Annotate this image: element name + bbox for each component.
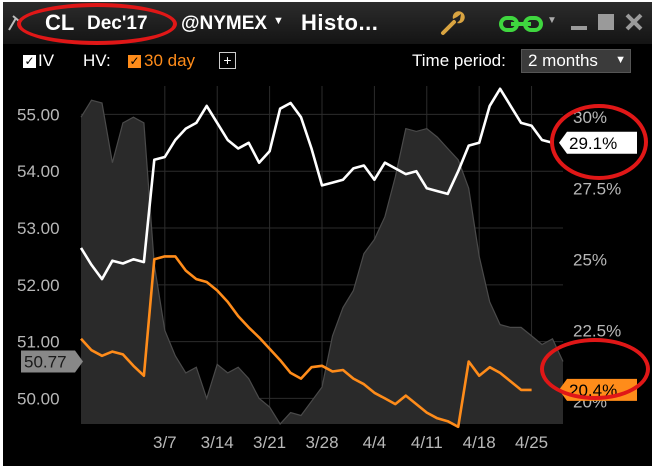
wrench-icon[interactable] [439, 10, 465, 36]
title-bar: CL Dec'17 @NYMEX ▼ Histo... ▼ [3, 2, 652, 44]
hv-label: HV: [83, 51, 111, 70]
iv-checkbox[interactable]: ✓ [23, 54, 36, 68]
pin-icon[interactable] [7, 12, 21, 32]
price-line [80, 99, 564, 425]
close-icon[interactable] [624, 12, 644, 32]
window-title: Histo... [301, 10, 379, 35]
price-last-label-text: 50.77 [24, 353, 67, 372]
right-tick-label: 30% [573, 108, 607, 127]
right-tick-label: 22.5% [573, 321, 621, 340]
price-last-label: 50.77 [21, 350, 83, 373]
iv-last-label-text: 29.1% [569, 134, 617, 153]
hv-last-label-text: 20.4% [569, 381, 617, 400]
hv-line [80, 255, 532, 429]
exchange-dropdown-icon[interactable]: ▼ [273, 15, 284, 27]
left-tick-label: 54.00 [17, 162, 60, 181]
iv-last-label-bg [559, 131, 637, 154]
iv-line [79, 87, 553, 281]
hv-period-label[interactable]: 30 day [144, 51, 196, 70]
x-tick-label: 3/7 [153, 433, 177, 452]
iv-last-label: 29.1% [559, 131, 637, 154]
price-area [81, 100, 563, 424]
x-tick-label: 4/18 [463, 433, 496, 452]
left-tick-label: 53.00 [17, 219, 60, 238]
hv-last-label: 20.4% [559, 378, 637, 401]
x-tick-label: 3/28 [305, 433, 338, 452]
time-period-select[interactable]: 2 months ▼ [521, 49, 631, 73]
x-tick-label: 4/25 [515, 433, 548, 452]
chart-toolbar: ✓ IV HV: ✓ 30 day + Time period: 2 month… [3, 46, 652, 76]
x-tick-label: 3/21 [253, 433, 286, 452]
left-tick-label: 50.00 [17, 389, 60, 408]
x-tick-label: 3/14 [201, 433, 234, 452]
iv-label: IV [38, 51, 55, 70]
x-tick-label: 4/4 [363, 433, 387, 452]
maximize-icon[interactable] [597, 13, 615, 31]
minimize-icon[interactable] [570, 13, 588, 31]
left-tick-label: 52.00 [17, 276, 60, 295]
hv-checkbox[interactable]: ✓ [128, 54, 141, 68]
link-dropdown-icon[interactable]: ▼ [547, 15, 557, 26]
x-tick-label: 4/11 [411, 433, 443, 452]
left-tick-label: 51.00 [17, 333, 60, 352]
left-tick-label: 55.00 [17, 105, 60, 124]
exchange-label[interactable]: @NYMEX [181, 13, 268, 34]
chart: 3/7 3/14 3/21 3/28 4/4 4/11 4/18 4/25 55.00 54.00… [17, 86, 637, 452]
right-tick-label: 27.5% [573, 179, 621, 198]
right-tick-label: 25% [573, 250, 607, 269]
symbol-label[interactable]: CL [45, 10, 75, 35]
link-icon[interactable] [499, 14, 543, 34]
historical-volatility-window: 3/7 3/14 3/21 3/28 4/4 4/11 4/18 4/25 55.00 54.00… [3, 2, 652, 466]
contract-label[interactable]: Dec'17 [87, 13, 148, 34]
price-last-label-bg [21, 350, 83, 373]
time-period-value: 2 months [528, 51, 598, 70]
add-study-button[interactable]: + [219, 52, 236, 69]
hv-last-label-bg [559, 378, 637, 401]
chevron-down-icon: ▼ [615, 54, 626, 66]
time-period-label: Time period: [412, 51, 506, 70]
